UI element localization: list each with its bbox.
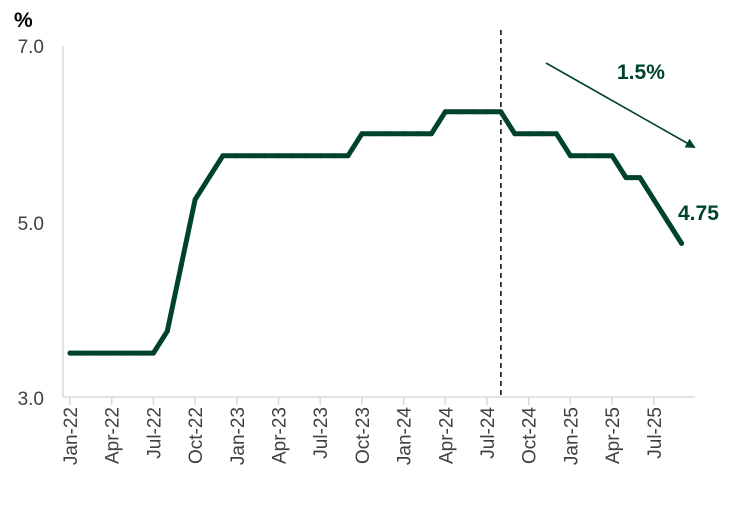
data-point-Jul-22 bbox=[150, 350, 156, 356]
data-point-Aug-23 bbox=[331, 153, 337, 159]
data-point-Sep-24 bbox=[512, 131, 518, 137]
data-point-Jun-25 bbox=[637, 175, 643, 181]
x-tick-label-Oct-23: Oct-23 bbox=[353, 407, 374, 464]
data-point-Jan-23 bbox=[234, 153, 240, 159]
x-tick-label-Apr-25: Apr-25 bbox=[603, 407, 624, 464]
end-value-label: 4.75 bbox=[678, 202, 719, 225]
x-tick-label-Jul-23: Jul-23 bbox=[311, 407, 332, 459]
data-point-Apr-25 bbox=[609, 153, 615, 159]
data-point-Mar-25 bbox=[595, 153, 601, 159]
data-point-Dec-24 bbox=[554, 131, 559, 137]
data-point-Nov-22 bbox=[206, 175, 212, 181]
y-axis: % 7.0 5.0 3.0 bbox=[14, 9, 64, 410]
x-tick-label-Oct-22: Oct-22 bbox=[186, 407, 207, 464]
data-point-Mar-24 bbox=[428, 131, 434, 137]
data-point-Feb-23 bbox=[248, 153, 254, 159]
x-tick-labels: Jan-22 Apr-22 Jul-22 Oct-22 Jan-23 Apr-23 Jul-… bbox=[61, 407, 666, 466]
data-point-Jun-22 bbox=[137, 350, 142, 356]
x-tick-label-Oct-24: Oct-24 bbox=[520, 407, 541, 464]
y-tick-label-5: 5.0 bbox=[18, 214, 44, 235]
data-point-Aug-22 bbox=[164, 328, 170, 334]
y-axis-label: % bbox=[14, 9, 33, 32]
data-point-Dec-22 bbox=[220, 153, 226, 159]
data-point-Oct-24 bbox=[526, 131, 532, 137]
data-point-Jan-25 bbox=[567, 153, 573, 159]
series-line bbox=[67, 109, 685, 356]
x-tick-label-Apr-24: Apr-24 bbox=[436, 407, 457, 464]
y-tick-label-7: 7.0 bbox=[18, 37, 44, 58]
data-point-Mar-23 bbox=[262, 153, 268, 159]
x-tick-marks bbox=[69, 397, 655, 405]
y-tick-label-3: 3.0 bbox=[18, 389, 44, 410]
x-tick-label-Apr-22: Apr-22 bbox=[103, 407, 124, 464]
data-point-Jun-24 bbox=[470, 109, 476, 115]
data-point-Sep-23 bbox=[345, 153, 351, 159]
data-point-May-23 bbox=[289, 153, 295, 159]
x-tick-label-Apr-23: Apr-23 bbox=[270, 407, 291, 464]
data-point-Jul-23 bbox=[317, 153, 323, 159]
data-point-Mar-22 bbox=[95, 350, 101, 356]
trend-arrow bbox=[545, 62, 696, 148]
x-axis: Jan-22 Apr-22 Jul-22 Oct-22 Jan-23 Apr-23 Jul-… bbox=[61, 396, 695, 466]
data-point-Dec-23 bbox=[387, 131, 393, 137]
data-point-Aug-25 bbox=[665, 219, 671, 224]
data-point-May-22 bbox=[123, 350, 129, 356]
data-point-Apr-24 bbox=[442, 109, 448, 115]
data-point-Jan-24 bbox=[401, 131, 407, 137]
x-tick-label-Jan-25: Jan-25 bbox=[561, 407, 582, 465]
data-point-Nov-23 bbox=[373, 131, 379, 137]
data-point-Jan-22 bbox=[67, 350, 73, 356]
data-point-Apr-23 bbox=[276, 153, 281, 159]
data-point-Jun-23 bbox=[303, 153, 309, 159]
x-tick-label-Jan-22: Jan-22 bbox=[61, 407, 82, 465]
data-point-Jul-25 bbox=[651, 197, 657, 203]
data-point-Aug-24 bbox=[498, 109, 504, 115]
data-point-Nov-24 bbox=[540, 131, 546, 137]
x-tick-label-Jul-22: Jul-22 bbox=[144, 407, 165, 459]
data-point-Jul-24 bbox=[484, 109, 490, 115]
x-tick-label-Jan-24: Jan-24 bbox=[395, 407, 416, 466]
data-point-May-24 bbox=[456, 109, 462, 115]
data-point-Oct-23 bbox=[359, 131, 365, 137]
x-tick-label-Jul-24: Jul-24 bbox=[478, 407, 499, 459]
x-tick-label-Jul-25: Jul-25 bbox=[645, 407, 666, 459]
x-tick-label-Jan-23: Jan-23 bbox=[228, 407, 249, 465]
data-point-May-25 bbox=[623, 175, 629, 181]
data-point-Feb-25 bbox=[581, 153, 587, 159]
data-point-Apr-22 bbox=[109, 350, 115, 356]
series-points bbox=[67, 109, 685, 356]
data-point-Sep-25 bbox=[679, 240, 685, 246]
data-point-Feb-22 bbox=[81, 350, 87, 356]
data-point-Oct-22 bbox=[192, 197, 198, 203]
data-point-Feb-24 bbox=[415, 131, 420, 137]
trend-arrow-label: 1.5% bbox=[617, 61, 665, 84]
data-point-Sep-22 bbox=[178, 262, 184, 268]
